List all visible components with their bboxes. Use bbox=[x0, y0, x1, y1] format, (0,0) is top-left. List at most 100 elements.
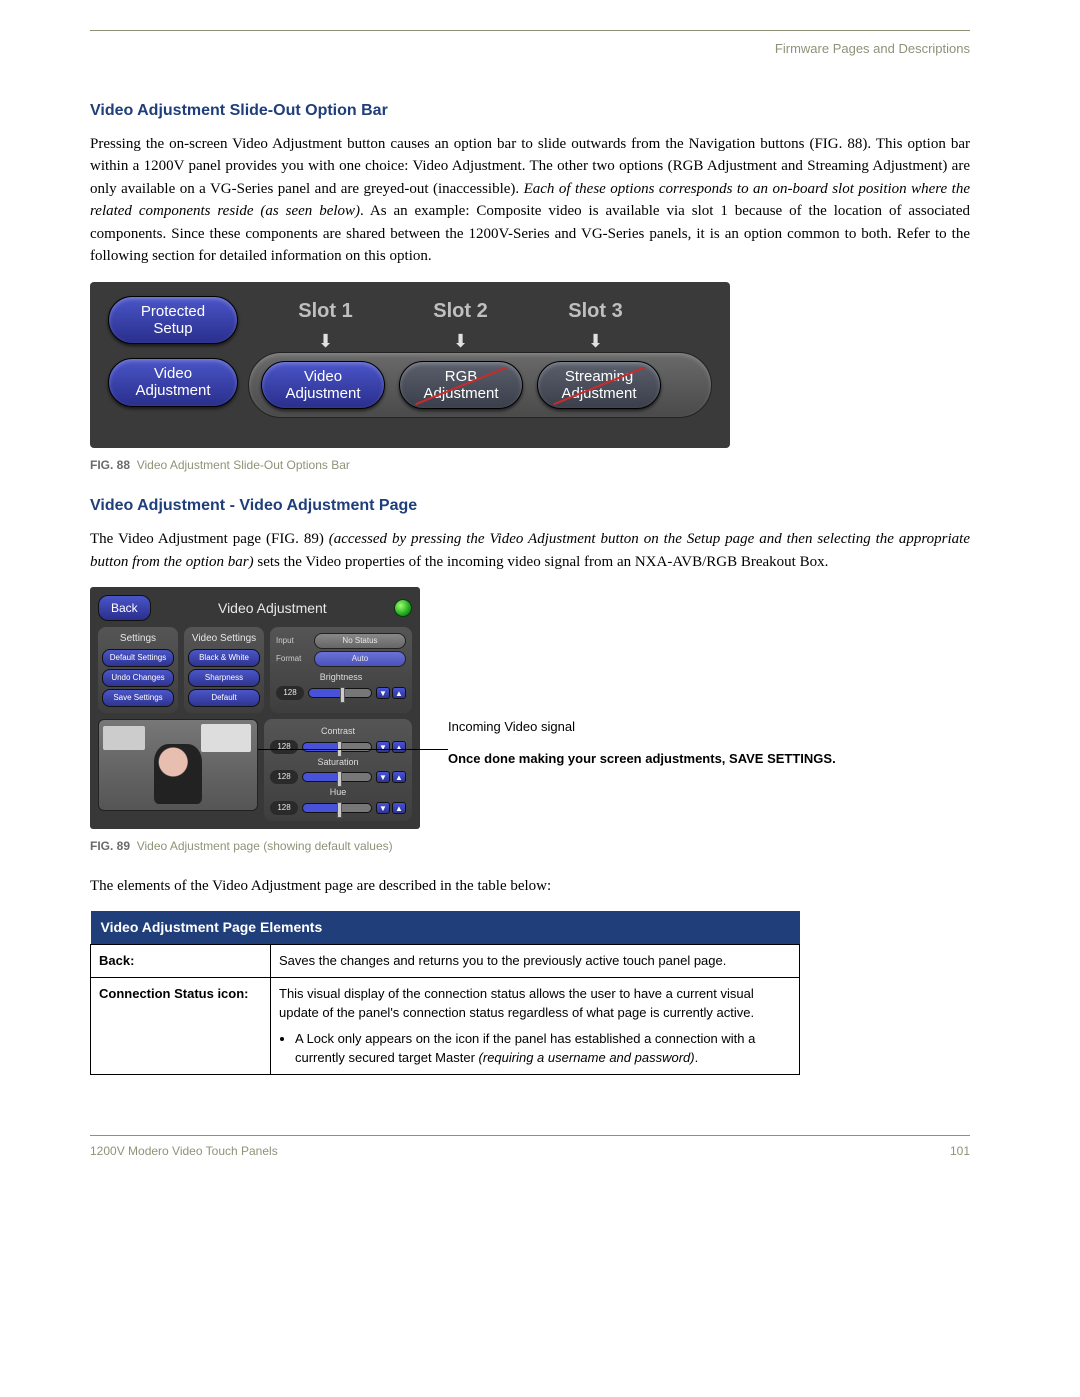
hue-slider[interactable] bbox=[302, 803, 372, 813]
row-back-desc: Saves the changes and returns you to the… bbox=[271, 945, 800, 978]
saturation-row: Saturation 128 ▼▲ bbox=[270, 756, 406, 785]
status-panel: Input No Status Format Auto Brightness 1… bbox=[270, 627, 412, 713]
fig89-annotations: Incoming Video signal Once done making y… bbox=[448, 587, 836, 767]
saturation-label: Saturation bbox=[270, 756, 406, 770]
slot-1-label: Slot 1 bbox=[258, 296, 393, 326]
fig88-caption: FIG. 88 Video Adjustment Slide-Out Optio… bbox=[90, 456, 970, 474]
fig89-settings-row: Settings Default Settings Undo Changes S… bbox=[98, 627, 412, 713]
up-icon[interactable]: ▲ bbox=[392, 802, 406, 814]
row-conn-label: Connection Status icon: bbox=[91, 977, 271, 1074]
format-row: Format Auto bbox=[276, 651, 406, 667]
hue-label: Hue bbox=[270, 786, 406, 800]
settings-header: Settings bbox=[102, 631, 174, 646]
brightness-label: Brightness bbox=[276, 671, 406, 685]
saturation-value: 128 bbox=[270, 770, 298, 784]
saturation-slider[interactable] bbox=[302, 772, 372, 782]
figure-89: Back Video Adjustment Settings Default S… bbox=[90, 587, 420, 829]
protected-setup-button[interactable]: Protected Setup bbox=[108, 296, 238, 345]
brightness-row: Brightness 128 ▼▲ bbox=[276, 671, 406, 700]
brightness-value: 128 bbox=[276, 686, 304, 700]
contrast-label: Contrast bbox=[270, 725, 406, 739]
table-header: Video Adjustment Page Elements bbox=[91, 911, 800, 945]
table-row: Back: Saves the changes and returns you … bbox=[91, 945, 800, 978]
contrast-value: 128 bbox=[270, 740, 298, 754]
paragraph-3: The elements of the Video Adjustment pag… bbox=[90, 875, 970, 898]
para2-text: The Video Adjustment page (FIG. 89) bbox=[90, 531, 329, 547]
figure-88: Protected Setup Video Adjustment Slot 1 … bbox=[90, 282, 730, 449]
slot-2-label: Slot 2 bbox=[393, 296, 528, 326]
slot-3-label: Slot 3 bbox=[528, 296, 663, 326]
default-settings-button[interactable]: Default Settings bbox=[102, 649, 174, 667]
video-adjustment-button[interactable]: Video Adjustment bbox=[108, 358, 238, 407]
down-icon[interactable]: ▼ bbox=[376, 741, 390, 753]
row-conn-desc: This visual display of the connection st… bbox=[271, 977, 800, 1074]
undo-changes-button[interactable]: Undo Changes bbox=[102, 669, 174, 687]
brightness-slider[interactable] bbox=[308, 688, 372, 698]
video-preview bbox=[98, 719, 258, 811]
slot-arrows-row: ⬇ ⬇ ⬇ bbox=[258, 332, 712, 350]
down-icon[interactable]: ▼ bbox=[376, 687, 390, 699]
hue-value: 128 bbox=[270, 801, 298, 815]
contrast-slider[interactable] bbox=[302, 742, 372, 752]
down-icon[interactable]: ▼ bbox=[376, 771, 390, 783]
fig89-title: Video Adjustment bbox=[159, 598, 386, 619]
format-value[interactable]: Auto bbox=[314, 651, 406, 667]
slot-labels-row: Slot 1 Slot 2 Slot 3 bbox=[258, 296, 712, 326]
row-back-label: Back: bbox=[91, 945, 271, 978]
default-button[interactable]: Default bbox=[188, 689, 260, 707]
footer-page-number: 101 bbox=[950, 1142, 970, 1160]
footer-left: 1200V Modero Video Touch Panels bbox=[90, 1142, 278, 1160]
heading-slideout: Video Adjustment Slide-Out Option Bar bbox=[90, 99, 970, 123]
page-footer: 1200V Modero Video Touch Panels 101 bbox=[90, 1135, 970, 1160]
row-conn-desc-text: This visual display of the connection st… bbox=[279, 986, 754, 1021]
down-icon[interactable]: ▼ bbox=[376, 802, 390, 814]
input-label: Input bbox=[276, 635, 310, 647]
fig89-caption-text: Video Adjustment page (showing default v… bbox=[137, 839, 393, 853]
input-row: Input No Status bbox=[276, 633, 406, 649]
video-settings-column: Video Settings Black & White Sharpness D… bbox=[184, 627, 264, 713]
row-conn-bullet: A Lock only appears on the icon if the p… bbox=[295, 1029, 791, 1068]
arrow-down-icon: ⬇ bbox=[393, 332, 528, 350]
running-header: Firmware Pages and Descriptions bbox=[90, 39, 970, 59]
option-video-adjustment[interactable]: Video Adjustment bbox=[261, 361, 385, 410]
para2-tail: sets the Video properties of the incomin… bbox=[254, 554, 829, 570]
back-button[interactable]: Back bbox=[98, 595, 151, 621]
settings-column: Settings Default Settings Undo Changes S… bbox=[98, 627, 178, 713]
hue-row: Hue 128 ▼▲ bbox=[270, 786, 406, 815]
arrow-down-icon: ⬇ bbox=[528, 332, 663, 350]
fig88-left-column: Protected Setup Video Adjustment bbox=[108, 296, 242, 407]
input-value: No Status bbox=[314, 633, 406, 649]
connection-status-icon bbox=[394, 599, 412, 617]
paragraph-1: Pressing the on-screen Video Adjustment … bbox=[90, 133, 970, 268]
up-icon[interactable]: ▲ bbox=[392, 741, 406, 753]
bullet-em: (requiring a username and password) bbox=[479, 1050, 695, 1065]
fig88-caption-bold: FIG. 88 bbox=[90, 458, 130, 472]
page: Firmware Pages and Descriptions Video Ad… bbox=[0, 0, 1080, 1190]
up-icon[interactable]: ▲ bbox=[392, 771, 406, 783]
sliders-panel: Contrast 128▼▲ Saturation 128▼▲ Hue 128▼… bbox=[264, 719, 412, 821]
fig89-lower: Contrast 128▼▲ Saturation 128▼▲ Hue 128▼… bbox=[98, 713, 412, 821]
video-settings-header: Video Settings bbox=[188, 631, 260, 646]
black-white-button[interactable]: Black & White bbox=[188, 649, 260, 667]
sharpness-button[interactable]: Sharpness bbox=[188, 669, 260, 687]
up-icon[interactable]: ▲ bbox=[392, 687, 406, 699]
bullet-tail: . bbox=[695, 1050, 699, 1065]
format-label: Format bbox=[276, 653, 310, 665]
fig89-caption-bold: FIG. 89 bbox=[90, 839, 130, 853]
option-rgb-adjustment: RGB Adjustment bbox=[399, 361, 523, 410]
top-rule bbox=[90, 30, 970, 31]
option-streaming-adjustment: Streaming Adjustment bbox=[537, 361, 661, 410]
option-bar: Video Adjustment RGB Adjustment Streamin… bbox=[248, 352, 712, 419]
save-settings-button[interactable]: Save Settings bbox=[102, 689, 174, 707]
arrow-down-icon: ⬇ bbox=[258, 332, 393, 350]
paragraph-2: The Video Adjustment page (FIG. 89) (acc… bbox=[90, 528, 970, 573]
annot-save-settings: Once done making your screen adjustments… bbox=[448, 751, 836, 768]
fig89-topbar: Back Video Adjustment bbox=[98, 595, 412, 621]
elements-table: Video Adjustment Page Elements Back: Sav… bbox=[90, 911, 800, 1075]
table-row: Connection Status icon: This visual disp… bbox=[91, 977, 800, 1074]
annot-incoming-video: Incoming Video signal bbox=[448, 717, 836, 737]
heading-video-adjustment-page: Video Adjustment - Video Adjustment Page bbox=[90, 494, 970, 518]
fig89-caption: FIG. 89 Video Adjustment page (showing d… bbox=[90, 837, 970, 855]
figure-89-wrap: Back Video Adjustment Settings Default S… bbox=[90, 587, 970, 829]
fig88-caption-text: Video Adjustment Slide-Out Options Bar bbox=[137, 458, 350, 472]
